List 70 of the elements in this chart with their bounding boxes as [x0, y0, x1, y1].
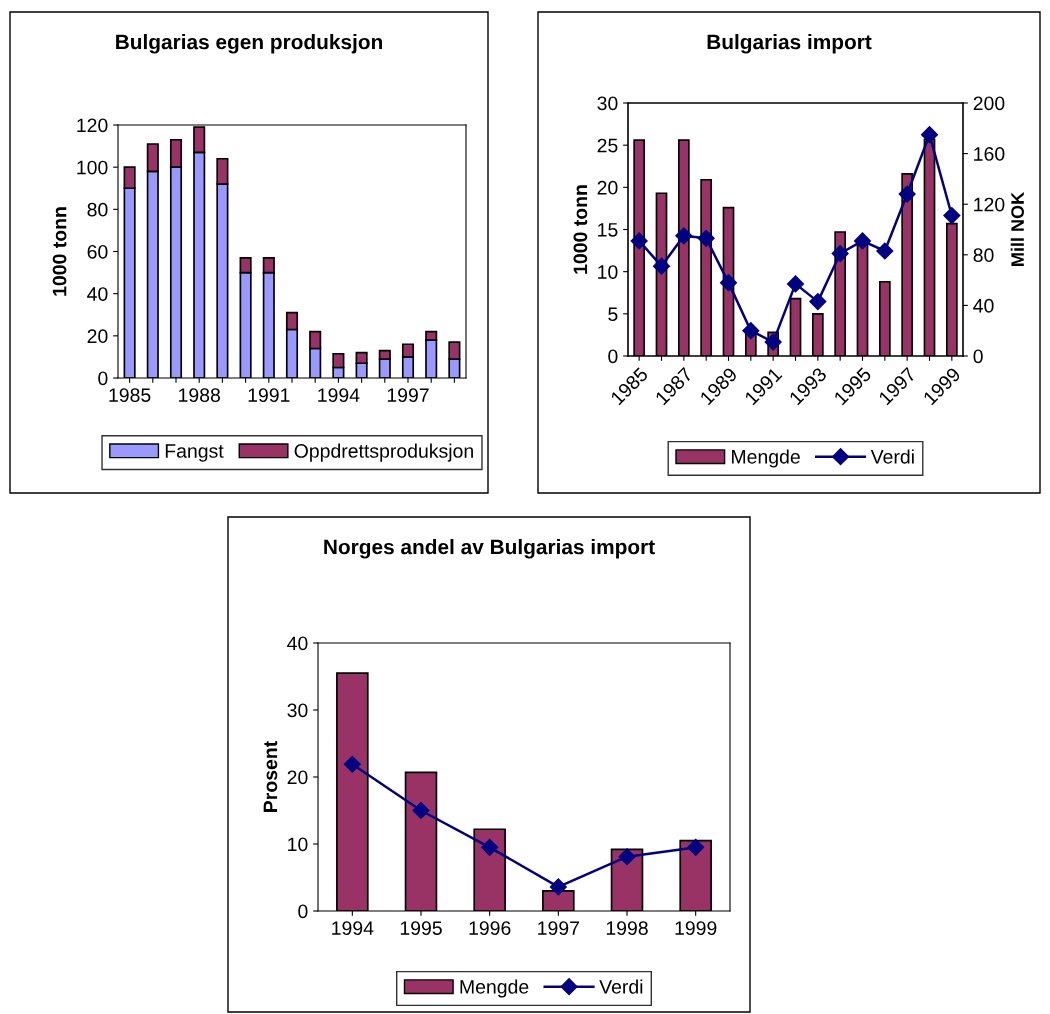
point [549, 878, 567, 896]
legend-label: Mengde [460, 979, 529, 998]
y-tick-label: 20 [597, 180, 618, 195]
x-tick-label: 1996 [469, 921, 511, 935]
y-tick-label: 100 [77, 160, 108, 175]
point [481, 838, 499, 856]
point [687, 838, 705, 856]
y-axis-title: 1000 tonn [573, 185, 588, 274]
point [697, 229, 715, 247]
x-tick-label: 1997 [387, 388, 429, 402]
chart-title: Bulgarias egen produksjon [116, 34, 382, 54]
y-tick-label: 120 [77, 118, 108, 133]
point [719, 274, 738, 292]
y-axis-title: 1000 tonn [52, 207, 67, 296]
x-tick-label: 1999 [675, 921, 717, 935]
y-tick-label: 0 [608, 349, 618, 364]
x-tick-label: 1994 [332, 921, 374, 935]
x-tick-label: 1995 [400, 921, 442, 935]
point [343, 755, 361, 773]
y-tick-label: 30 [597, 96, 618, 111]
y-tick-label: 60 [87, 244, 108, 259]
y-tick-label: 30 [287, 703, 308, 718]
point [920, 126, 939, 144]
legend-label: Fangst [165, 444, 224, 462]
y-tick-label: 20 [287, 770, 308, 785]
y-tick-label: 0 [98, 371, 108, 386]
y2-tick-label: 0 [973, 349, 983, 364]
chart-title: Norges andel av Bulgarias import [324, 539, 655, 559]
chart-title: Bulgarias import [707, 34, 872, 54]
y2-tick-label: 40 [973, 298, 994, 313]
point [618, 848, 636, 866]
x-tick-label: 1998 [606, 921, 648, 935]
y-tick-label: 40 [287, 636, 308, 651]
y2-tick-label: 160 [974, 147, 1005, 161]
y-tick-label: 0 [298, 904, 308, 919]
y-tick-label: 80 [87, 202, 108, 217]
y-tick-label: 15 [598, 223, 618, 237]
y2-tick-label: 200 [973, 96, 1005, 111]
x-tick-label: 1988 [179, 388, 220, 402]
point [412, 801, 430, 820]
point [831, 244, 849, 263]
y-tick-label: 40 [87, 287, 108, 301]
legend-label: Verdi [599, 979, 643, 994]
point [630, 232, 648, 250]
point [675, 227, 693, 245]
y-tick-label: 5 [608, 307, 618, 322]
point [764, 333, 782, 351]
x-tick-label: 1991 [248, 388, 290, 402]
point [742, 322, 760, 340]
x-tick-label: 1985 [109, 388, 151, 402]
point [876, 242, 894, 260]
legend-label: Verdi [870, 449, 914, 464]
point [652, 257, 671, 275]
y2-axis-title: Mill NOK [1010, 192, 1024, 266]
y-tick-label: 20 [87, 329, 108, 344]
y2-tick-label: 80 [973, 248, 994, 263]
point [809, 293, 827, 311]
y-tick-label: 10 [598, 265, 618, 279]
y-axis-title: Prosent [263, 741, 278, 812]
x-tick-label: 1997 [538, 921, 579, 935]
point [853, 232, 872, 250]
point [898, 185, 916, 203]
x-tick-label: 1994 [318, 388, 360, 402]
y-tick-label: 10 [288, 837, 308, 852]
legend-label: Oppdrettsproduksjon [294, 443, 473, 462]
y2-tick-label: 120 [974, 197, 1005, 212]
y-tick-label: 25 [597, 138, 618, 153]
point [786, 275, 805, 293]
legend-label: Mengde [732, 449, 800, 468]
point [943, 207, 961, 225]
